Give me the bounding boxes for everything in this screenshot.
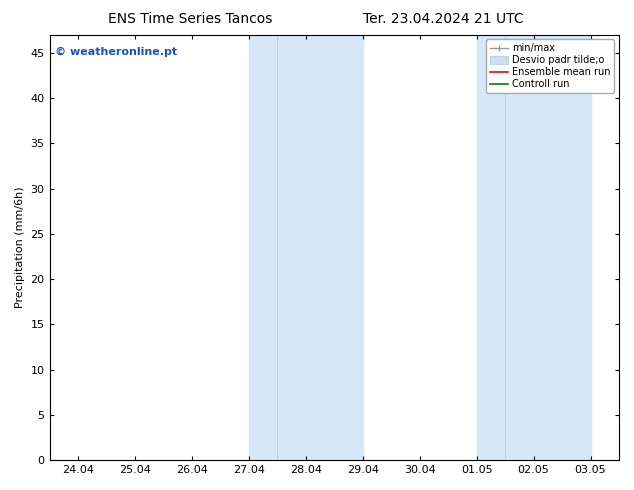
Bar <box>477 35 505 460</box>
Bar <box>505 35 590 460</box>
Y-axis label: Precipitation (mm/6h): Precipitation (mm/6h) <box>15 187 25 308</box>
Text: Ter. 23.04.2024 21 UTC: Ter. 23.04.2024 21 UTC <box>363 12 524 26</box>
Legend: min/max, Desvio padr tilde;o, Ensemble mean run, Controll run: min/max, Desvio padr tilde;o, Ensemble m… <box>486 40 614 93</box>
Bar <box>249 35 277 460</box>
Text: © weatheronline.pt: © weatheronline.pt <box>55 48 178 57</box>
Text: ENS Time Series Tancos: ENS Time Series Tancos <box>108 12 273 26</box>
Bar <box>277 35 363 460</box>
